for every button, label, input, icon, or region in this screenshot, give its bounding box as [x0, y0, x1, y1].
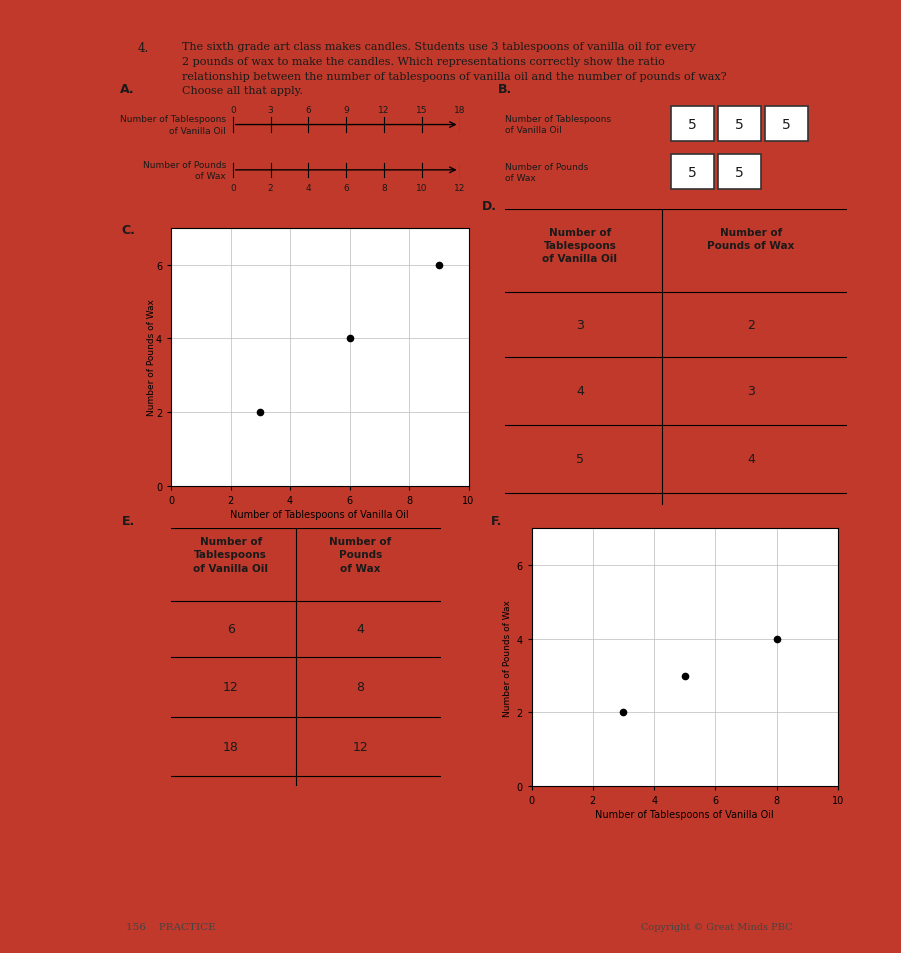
Text: D.: D. [482, 200, 497, 213]
Text: 12: 12 [352, 740, 369, 753]
Text: 0: 0 [230, 106, 236, 114]
Text: 8: 8 [357, 680, 364, 694]
X-axis label: Number of Tablespoons of Vanilla Oil: Number of Tablespoons of Vanilla Oil [231, 509, 409, 519]
Text: 4: 4 [576, 385, 584, 397]
Text: 5: 5 [688, 166, 697, 179]
Text: 4: 4 [305, 183, 311, 193]
Text: 9: 9 [343, 106, 349, 114]
Text: 6: 6 [227, 622, 234, 636]
Text: 3: 3 [747, 385, 755, 397]
Text: 3: 3 [576, 318, 584, 332]
Text: C.: C. [122, 224, 135, 236]
Text: E.: E. [122, 515, 135, 527]
Text: 12: 12 [454, 183, 465, 193]
Text: F.: F. [491, 515, 503, 527]
Text: 4: 4 [747, 453, 755, 466]
Text: 10: 10 [416, 183, 427, 193]
Text: Number of
Tablespoons
of Vanilla Oil: Number of Tablespoons of Vanilla Oil [542, 228, 617, 264]
Y-axis label: Number of Pounds of Wax: Number of Pounds of Wax [147, 299, 156, 416]
Text: 0: 0 [230, 183, 236, 193]
Text: 6: 6 [305, 106, 311, 114]
Text: 5: 5 [688, 117, 697, 132]
Text: Number of Tablespoons
of Vanilla Oil: Number of Tablespoons of Vanilla Oil [505, 114, 611, 134]
Text: 3: 3 [268, 106, 274, 114]
FancyBboxPatch shape [718, 155, 760, 190]
FancyBboxPatch shape [718, 108, 760, 142]
Text: 5: 5 [782, 117, 790, 132]
Text: Number of Pounds
of Wax: Number of Pounds of Wax [505, 162, 587, 183]
Text: Number of Pounds
of Wax: Number of Pounds of Wax [143, 161, 226, 181]
Text: 18: 18 [223, 740, 239, 753]
Text: Copyright © Great Minds PBC: Copyright © Great Minds PBC [642, 923, 793, 931]
Text: 5: 5 [576, 453, 584, 466]
Text: 156    PRACTICE: 156 PRACTICE [126, 923, 215, 931]
Text: 12: 12 [378, 106, 389, 114]
Text: 6: 6 [343, 183, 349, 193]
Text: Number of
Tablespoons
of Vanilla Oil: Number of Tablespoons of Vanilla Oil [193, 537, 268, 573]
Text: 2: 2 [747, 318, 755, 332]
FancyBboxPatch shape [671, 155, 714, 190]
Text: Number of Tablespoons
of Vanilla Oil: Number of Tablespoons of Vanilla Oil [120, 115, 226, 135]
Text: 4.: 4. [138, 42, 149, 55]
Text: 12: 12 [223, 680, 239, 694]
Y-axis label: Number of Pounds of Wax: Number of Pounds of Wax [503, 599, 512, 716]
Text: 5: 5 [735, 117, 743, 132]
Text: 2: 2 [268, 183, 273, 193]
Text: 8: 8 [381, 183, 387, 193]
Text: B.: B. [498, 83, 512, 95]
X-axis label: Number of Tablespoons of Vanilla Oil: Number of Tablespoons of Vanilla Oil [596, 809, 774, 820]
Text: The sixth grade art class makes candles. Students use 3 tablespoons of vanilla o: The sixth grade art class makes candles.… [182, 42, 726, 96]
Text: 18: 18 [454, 106, 465, 114]
Text: 5: 5 [735, 166, 743, 179]
FancyBboxPatch shape [765, 108, 807, 142]
FancyBboxPatch shape [671, 108, 714, 142]
Text: 4: 4 [357, 622, 364, 636]
Text: 15: 15 [416, 106, 427, 114]
Text: Number of
Pounds
of Wax: Number of Pounds of Wax [329, 537, 392, 573]
Text: Number of
Pounds of Wax: Number of Pounds of Wax [707, 228, 795, 251]
Text: A.: A. [120, 83, 134, 95]
